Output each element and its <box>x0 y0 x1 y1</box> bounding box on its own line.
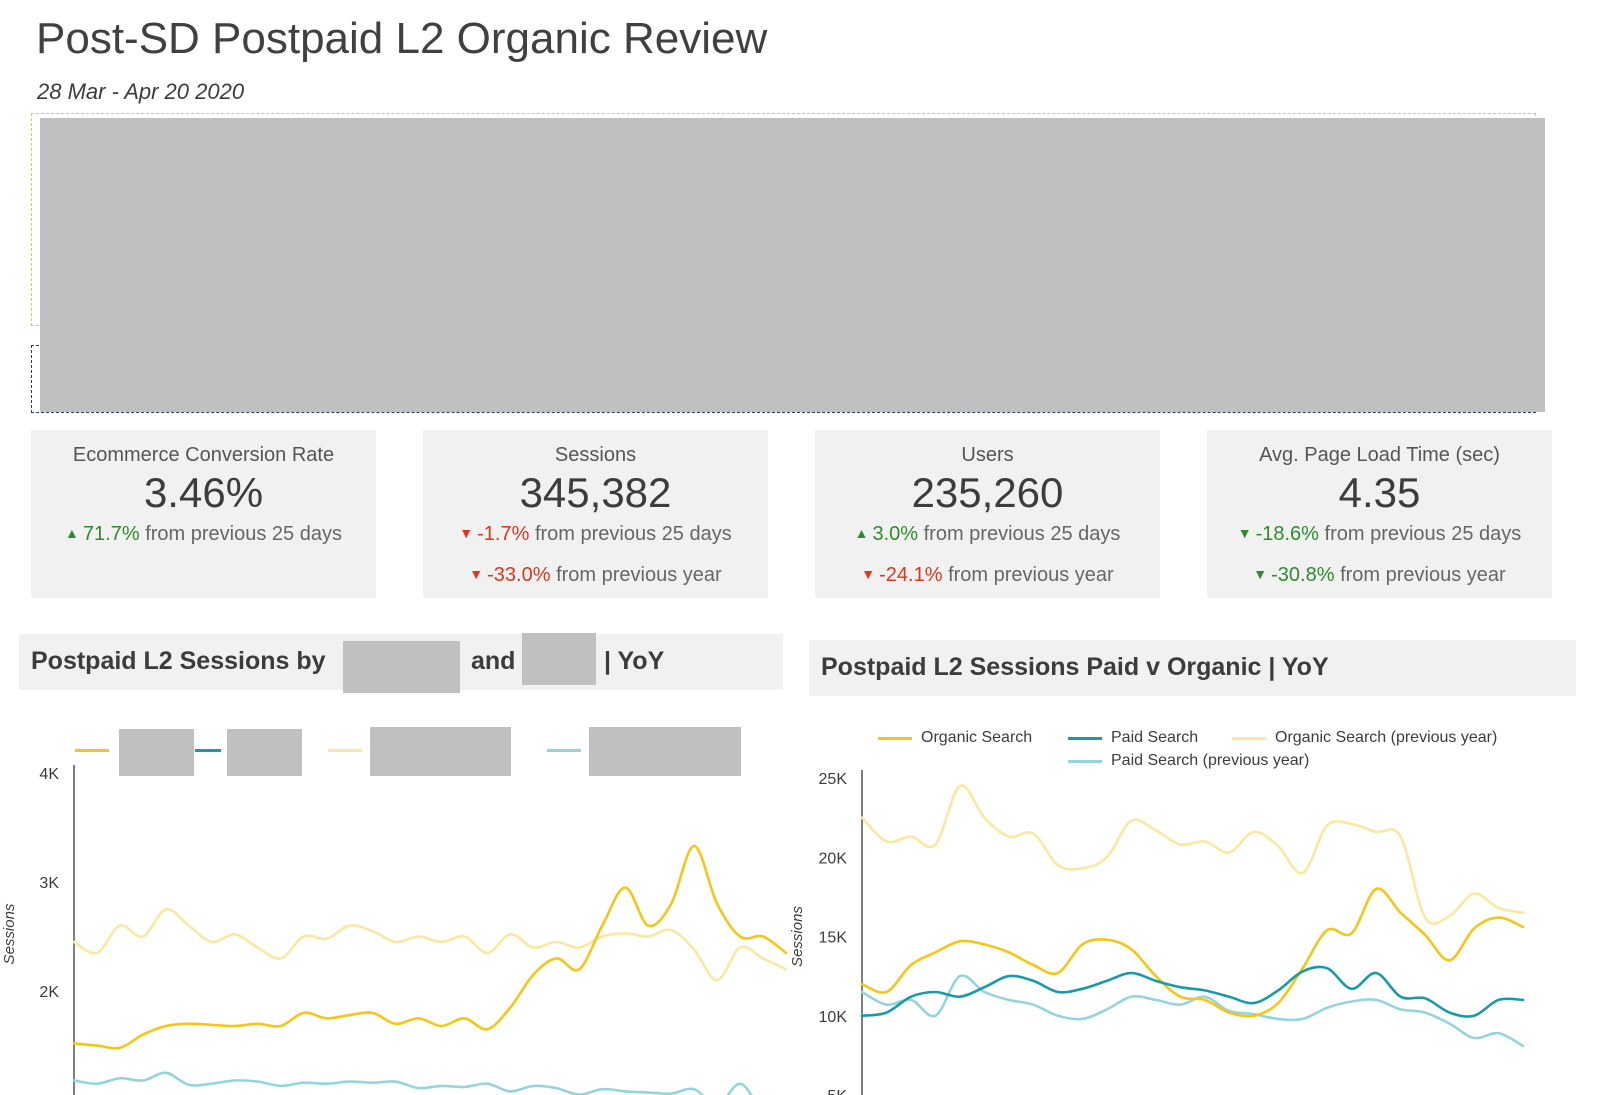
redacted-legend-label <box>119 729 194 776</box>
y-tick-label: 10K <box>819 1009 848 1026</box>
kpi-card-conversion-rate: Ecommerce Conversion Rate 3.46% ▲ 71.7% f… <box>31 430 376 598</box>
arrow-down-icon: ▼ <box>1253 566 1268 582</box>
kpi-change-value: -1.7% <box>477 523 530 545</box>
y-tick-label: 4K <box>39 766 59 783</box>
kpi-title: Avg. Page Load Time (sec) <box>1259 444 1500 466</box>
kpi-card-sessions: Sessions 345,382 ▼ -1.7% from previous 25… <box>423 430 768 598</box>
kpi-value: 345,382 <box>519 469 672 516</box>
y-tick-label: 15K <box>819 930 848 947</box>
left-chart-title-part2: and <box>471 647 516 675</box>
legend-item-organic-search: Organic Search <box>878 729 1032 747</box>
series-line <box>72 844 788 1050</box>
y-tick-label: 5K <box>827 1088 847 1095</box>
date-range: 28 Mar - Apr 20 2020 <box>37 79 245 104</box>
kpi-change-label: from previous 25 days <box>923 523 1121 545</box>
legend-label: Paid Search (previous year) <box>1111 752 1310 769</box>
arrow-down-icon: ▼ <box>861 566 876 582</box>
arrow-down-icon: ▼ <box>459 525 474 541</box>
right-sessions-chart: 25K 20K 15K 10K 5K Sessions <box>790 770 1525 1095</box>
kpi-change-previous-period: ▲ 71.7% from previous 25 days <box>31 523 376 546</box>
page-title: Post-SD Postpaid L2 Organic Review <box>36 14 768 63</box>
y-tick-label: 3K <box>39 875 59 892</box>
arrow-up-icon: ▲ <box>65 525 79 541</box>
y-tick-label: 2K <box>39 984 59 1001</box>
kpi-title: Ecommerce Conversion Rate <box>72 444 335 466</box>
series-line <box>860 784 1525 926</box>
arrow-down-icon: ▼ <box>1237 525 1252 541</box>
redacted-banner <box>40 118 1545 412</box>
series-line <box>860 887 1525 1018</box>
kpi-change-value: -33.0% <box>487 564 551 586</box>
kpi-card-page-load-time: Avg. Page Load Time (sec) 4.35 ▼ -18.6% f… <box>1207 430 1552 598</box>
kpi-change-value: -24.1% <box>879 564 943 586</box>
kpi-change-previous-year: ▼ -33.0% from previous year <box>423 564 768 587</box>
left-sessions-chart: 4K 3K 2K 1K Sessions <box>1 765 788 1095</box>
right-chart-title: Postpaid L2 Sessions Paid v Organic | Yo… <box>821 653 1329 681</box>
legend-label: Organic Search (previous year) <box>1275 729 1498 746</box>
kpi-change-previous-period: ▲ 3.0% from previous 25 days <box>815 523 1160 546</box>
left-chart-title-part1: Postpaid L2 Sessions by <box>31 647 326 675</box>
y-axis-title: Sessions <box>790 906 806 967</box>
kpi-change-value: -18.6% <box>1255 523 1319 545</box>
kpi-change-label: from previous 25 days <box>145 523 342 545</box>
legend-label: Organic Search <box>921 729 1033 746</box>
redacted-legend-label <box>227 729 302 776</box>
legend-swatch <box>878 736 912 740</box>
redacted-dimension-2 <box>522 633 596 685</box>
kpi-change-value: -30.8% <box>1271 564 1335 586</box>
kpi-value: 3.46% <box>143 469 264 516</box>
y-tick-label: 20K <box>819 850 848 867</box>
left-chart-title-part3: | YoY <box>604 647 665 675</box>
kpi-title: Users <box>961 444 1014 466</box>
y-tick-label: 1K <box>39 1093 59 1095</box>
kpi-change-value: 71.7% <box>82 523 140 545</box>
series-line <box>860 965 1525 1018</box>
legend-item-organic-search-prev: Organic Search (previous year) <box>1232 729 1497 747</box>
kpi-value: 4.35 <box>1338 469 1421 516</box>
kpi-change-previous-period: ▼ -18.6% from previous 25 days <box>1207 523 1552 546</box>
kpi-change-label: from previous year <box>948 564 1114 586</box>
redacted-legend-label <box>589 727 741 776</box>
kpi-change-previous-year: ▼ -24.1% from previous year <box>815 564 1160 587</box>
legend-swatch <box>1068 736 1102 740</box>
legend-swatch <box>328 749 362 752</box>
kpi-change-label: from previous year <box>556 564 722 586</box>
legend-item-paid-search-prev: Paid Search (previous year) <box>1068 752 1309 770</box>
kpi-change-value: 3.0% <box>872 523 919 545</box>
kpi-card-users: Users 235,260 ▲ 3.0% from previous 25 day… <box>815 430 1160 598</box>
legend-label: Paid Search <box>1111 729 1199 746</box>
legend-swatch <box>1068 759 1102 763</box>
legend-swatch <box>195 749 221 752</box>
y-axis-title: Sessions <box>1 903 18 964</box>
y-tick-label: 25K <box>819 771 848 788</box>
kpi-change-label: from previous year <box>1340 564 1506 586</box>
legend-item-paid-search: Paid Search <box>1068 729 1198 747</box>
kpi-change-label: from previous 25 days <box>534 523 732 545</box>
redacted-legend-label <box>370 727 511 776</box>
series-line <box>72 1071 753 1095</box>
right-chart-header: Postpaid L2 Sessions Paid v Organic | Yo… <box>809 640 1576 696</box>
kpi-change-previous-period: ▼ -1.7% from previous 25 days <box>423 523 768 546</box>
legend-swatch <box>1232 736 1266 740</box>
arrow-down-icon: ▼ <box>469 566 484 582</box>
redacted-dimension-1 <box>343 641 460 693</box>
kpi-change-previous-year: ▼ -30.8% from previous year <box>1207 564 1552 587</box>
kpi-title: Sessions <box>554 444 637 466</box>
legend-swatch <box>75 749 109 752</box>
legend-swatch <box>547 749 581 752</box>
kpi-value: 235,260 <box>911 469 1064 516</box>
series-line <box>860 974 1525 1048</box>
series-line <box>72 907 788 982</box>
kpi-change-label: from previous 25 days <box>1324 523 1522 545</box>
arrow-up-icon: ▲ <box>854 525 869 541</box>
